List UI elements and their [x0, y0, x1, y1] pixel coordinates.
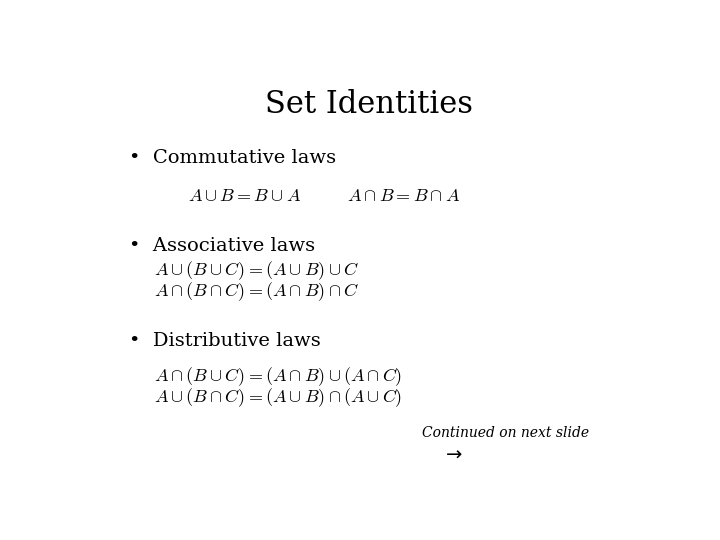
Text: $A \cap (B \cup C) = (A \cap B) \cup (A \cap C)$: $A \cap (B \cup C) = (A \cap B) \cup (A …: [154, 365, 402, 388]
Text: Set Identities: Set Identities: [265, 89, 473, 120]
Text: $A \cap (B \cap C) = (A \cap B) \cap C$: $A \cap (B \cap C) = (A \cap B) \cap C$: [154, 280, 359, 303]
Text: •  Associative laws: • Associative laws: [129, 237, 315, 255]
Text: $A \cup (B \cap C) = (A \cup B) \cap (A \cup C)$: $A \cup (B \cap C) = (A \cup B) \cap (A …: [154, 386, 402, 409]
Text: Continued on next slide: Continued on next slide: [422, 426, 589, 440]
Text: •  Commutative laws: • Commutative laws: [129, 150, 336, 167]
Text: $A \cup (B \cup C) = (A \cup B) \cup C$: $A \cup (B \cup C) = (A \cup B) \cup C$: [154, 259, 359, 282]
Text: $\rightarrow$: $\rightarrow$: [441, 444, 463, 463]
Text: •  Distributive laws: • Distributive laws: [129, 332, 321, 350]
Text: $A \cup B = B \cup A \qquad\quad A \cap B = B \cap A$: $A \cup B = B \cup A \qquad\quad A \cap …: [188, 187, 460, 205]
